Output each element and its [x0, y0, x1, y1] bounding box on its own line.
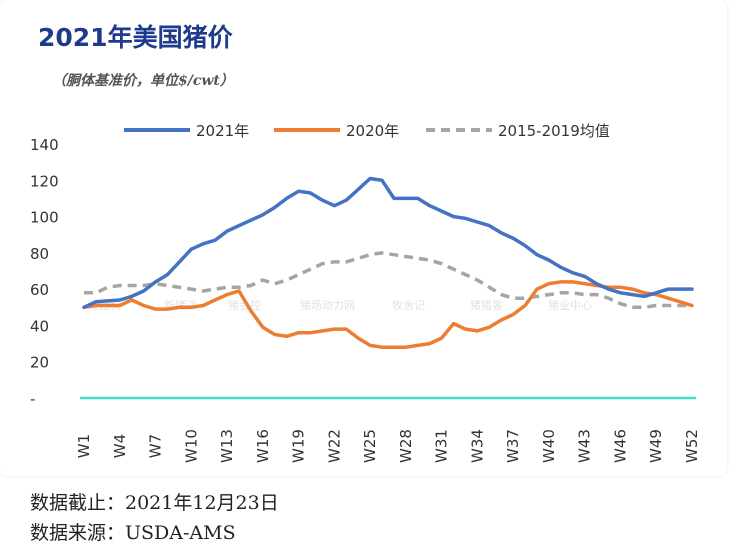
watermark-text: 猪业中心 [548, 299, 592, 312]
watermark-text: 猪会控 [228, 298, 261, 312]
series-line-2021 [82, 176, 694, 310]
chart-card: 2021年美国猪价 （胴体基准价，单位$/cwt） 微猪科 新猪派 猪会控 猪场动力网… [30, 23, 701, 463]
y-tick-label: 40 [30, 317, 49, 335]
x-tick-label: W13 [218, 429, 236, 463]
x-tick-label: W16 [254, 429, 272, 463]
x-tick-label: W1 [75, 434, 93, 458]
x-tick-label: W28 [397, 429, 415, 463]
series-line-2020 [82, 280, 694, 349]
y-tick-label: 120 [30, 172, 59, 190]
y-tick-label: - [30, 390, 35, 408]
series-line-avg [84, 251, 692, 310]
x-tick-label: W52 [683, 429, 701, 463]
watermark-text: 猪猎客 [470, 298, 503, 312]
x-tick-label: W25 [361, 429, 379, 463]
x-tick-label: W4 [111, 434, 129, 458]
y-tick-label: 20 [30, 354, 49, 372]
watermark-text: 牧舍记 [392, 298, 425, 312]
x-tick-label: W46 [611, 429, 629, 463]
page-title: 2021年美国猪价 [38, 23, 233, 52]
x-tick-label: W22 [325, 429, 343, 463]
watermark-text: 猪场动力网 [300, 298, 355, 312]
y-tick-label: 80 [30, 245, 49, 263]
legend-label: 2015-2019均值 [498, 122, 610, 140]
x-tick-label: W49 [647, 429, 665, 463]
x-tick-label: W10 [182, 429, 200, 463]
chart-subtitle: （胴体基准价，单位$/cwt） [52, 73, 234, 89]
x-tick-label: W40 [540, 429, 558, 463]
y-tick-label: 100 [30, 209, 59, 227]
data-cutoff-note: 数据截止：2021年12月23日 [30, 492, 279, 514]
x-tick-label: W34 [468, 429, 486, 463]
x-tick-label: W37 [504, 429, 522, 463]
x-tick-label: W19 [290, 429, 308, 463]
legend-label: 2021年 [196, 122, 249, 140]
data-source-note: 数据来源：USDA-AMS [30, 522, 236, 544]
line-chart: 微猪科 新猪派 猪会控 猪场动力网 牧舍记 猪猎客 猪业中心-204060801001201… [30, 122, 701, 463]
y-tick-label: 140 [30, 136, 59, 154]
legend-label: 2020年 [346, 122, 399, 140]
y-tick-label: 60 [30, 281, 49, 299]
x-tick-label: W31 [433, 429, 451, 463]
x-tick-label: W43 [576, 429, 594, 463]
x-tick-label: W7 [147, 434, 165, 458]
